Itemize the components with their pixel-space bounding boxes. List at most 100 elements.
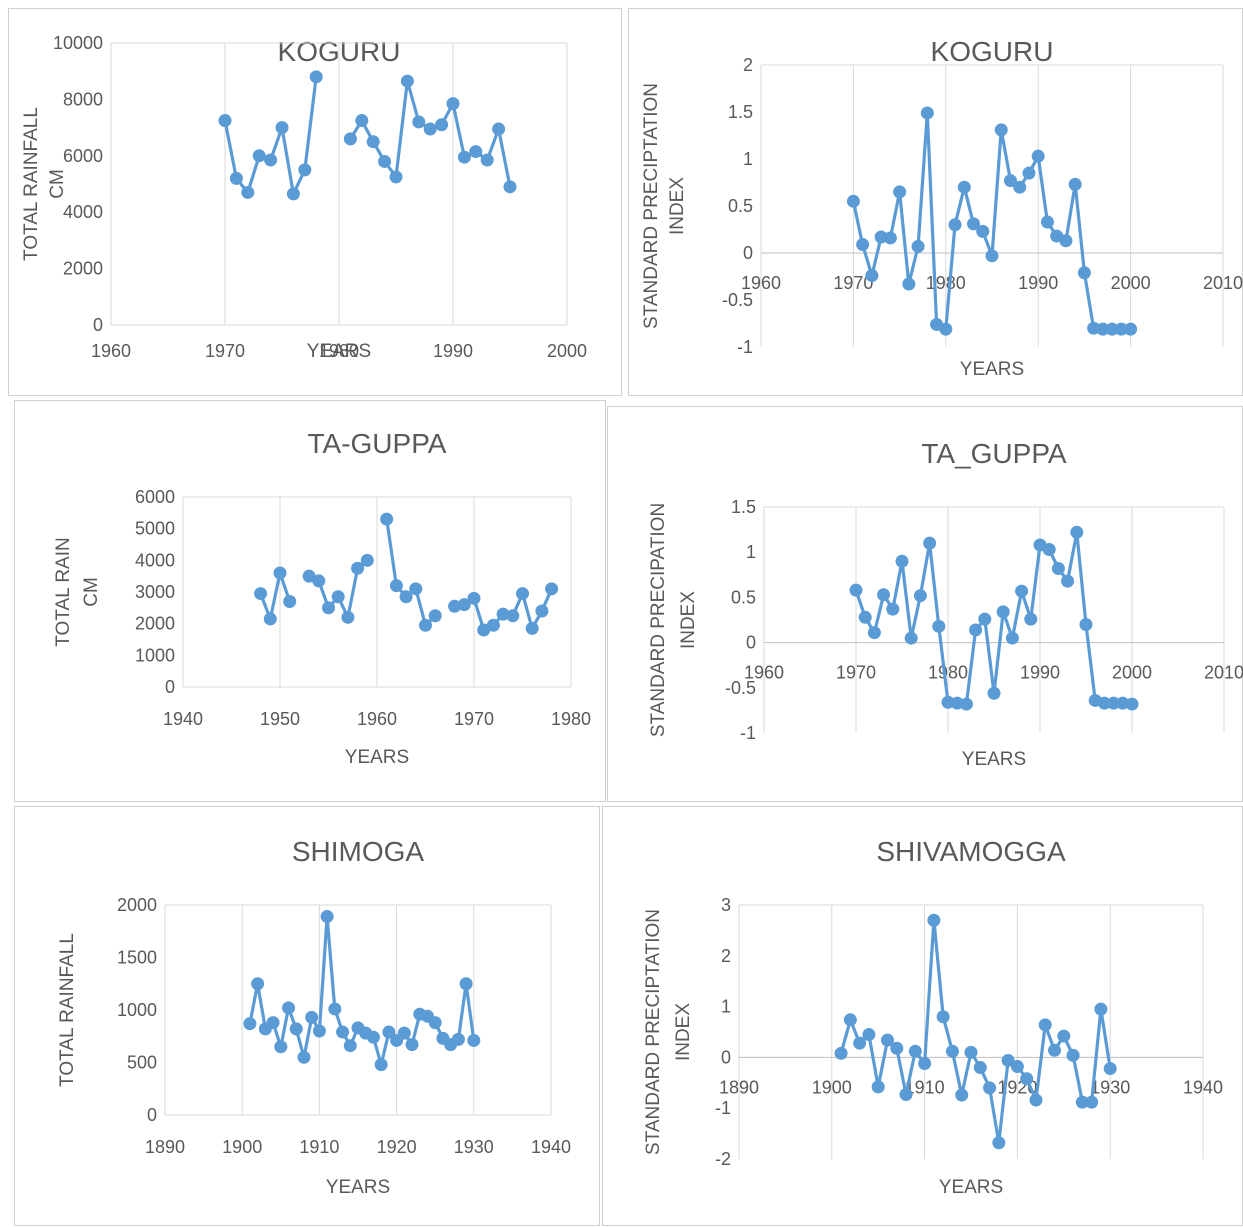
data-point	[409, 582, 423, 596]
data-point	[983, 1081, 997, 1095]
data-point	[1075, 1095, 1089, 1109]
data-point	[506, 609, 520, 623]
y-tick-label: 4000	[63, 202, 103, 222]
data-point	[1001, 1053, 1015, 1067]
x-tick-label: 1900	[812, 1077, 852, 1097]
data-point	[846, 194, 860, 208]
data-point	[243, 1017, 257, 1031]
data-point	[932, 619, 946, 633]
data-point	[545, 582, 559, 596]
data-point	[1097, 696, 1111, 710]
x-tick-label: 1940	[1183, 1077, 1223, 1097]
x-tick-label: 1940	[531, 1137, 571, 1157]
data-point	[886, 602, 900, 616]
data-point	[843, 1013, 857, 1027]
data-point	[389, 170, 403, 184]
data-point	[959, 697, 973, 711]
data-point	[516, 587, 529, 601]
data-point	[459, 977, 473, 991]
chart-title: KOGURU	[931, 36, 1054, 67]
data-point	[428, 609, 442, 623]
data-point	[918, 1056, 932, 1070]
y-axis-title: CM	[47, 169, 68, 199]
data-point	[865, 269, 879, 283]
data-point	[397, 1026, 411, 1040]
chart-shimoga-rainfall-svg: SHIMOGA 0 500 1000 1500 2000 1890 1900 1910 1920 1…	[57, 836, 571, 1198]
data-point	[389, 579, 403, 593]
y-tick-label: 8000	[63, 89, 103, 109]
data-point	[1068, 177, 1082, 191]
chart-title: TA_GUPPA	[921, 438, 1067, 469]
data-point	[880, 1033, 894, 1047]
data-point	[1040, 215, 1054, 229]
data-point	[871, 1080, 885, 1094]
y-tick-label: 6000	[135, 487, 175, 507]
y-axis-title: INDEX	[678, 591, 699, 649]
y-tick-label: 6000	[63, 146, 103, 166]
data-point	[275, 121, 289, 135]
y-tick-label: 2000	[63, 259, 103, 279]
chart-title: TA-GUPPA	[308, 428, 447, 459]
x-tick-label: 1980	[926, 273, 966, 293]
data-point	[343, 1039, 357, 1053]
data-point	[849, 583, 863, 597]
y-tick-label: 2	[743, 55, 753, 75]
data-point	[955, 1088, 969, 1102]
x-tick-label: 1960	[91, 341, 131, 361]
chart-koguru-spi-svg: KOGURU -1 -0.5 0 0.5 1 1.5 2 1960 1970 1980 1990 200…	[641, 36, 1243, 380]
data-point	[1114, 322, 1128, 336]
x-tick-label: 1910	[299, 1137, 339, 1157]
data-point	[446, 97, 460, 111]
series-line	[851, 111, 1131, 331]
data-point	[1105, 322, 1119, 336]
data-point	[492, 122, 506, 136]
y-tick-label: 2000	[117, 895, 157, 915]
data-point	[282, 1001, 296, 1015]
x-axis-title: YEARS	[345, 747, 409, 768]
y-tick-label: 0	[165, 677, 175, 697]
data-point	[923, 536, 937, 550]
y-axis-title: STANDARD PRECIPTATION	[641, 83, 662, 329]
data-point	[1059, 234, 1073, 248]
y-tick-label: 1.5	[731, 497, 756, 517]
data-point	[904, 631, 918, 645]
data-point	[336, 1025, 350, 1039]
data-point	[964, 1045, 978, 1059]
x-axis-title: YEARS	[960, 359, 1024, 380]
x-tick-label: 1960	[744, 663, 784, 683]
data-point	[883, 231, 897, 245]
y-tick-label: 0	[93, 315, 103, 335]
series-line	[839, 918, 1112, 1145]
data-point	[895, 554, 909, 568]
data-point	[229, 171, 243, 185]
data-point	[1057, 1029, 1071, 1043]
data-point	[973, 1061, 987, 1075]
data-point	[976, 224, 990, 238]
chart-title: SHIVAMOGGA	[876, 836, 1066, 867]
y-tick-label: 0	[743, 243, 753, 263]
data-point	[1010, 1060, 1024, 1074]
data-point	[419, 618, 432, 632]
data-point	[948, 218, 962, 232]
x-tick-label: 1970	[836, 663, 876, 683]
data-point	[1096, 322, 1110, 336]
data-point	[1015, 584, 1029, 598]
y-tick-label: 10000	[53, 33, 103, 53]
data-point	[890, 1041, 904, 1055]
data-point	[1077, 266, 1091, 280]
y-tick-label: 0.5	[731, 587, 756, 607]
data-point	[341, 610, 355, 624]
data-point	[1029, 1093, 1043, 1107]
data-point	[911, 239, 925, 253]
data-point	[457, 150, 471, 164]
data-point	[1085, 1095, 1099, 1109]
x-tick-label: 2010	[1203, 273, 1243, 293]
y-tick-label: -1	[715, 1098, 731, 1118]
y-axis-title: TOTAL RAIN	[53, 537, 74, 646]
y-tick-label: 0	[147, 1105, 157, 1125]
data-point	[920, 106, 934, 120]
data-point	[328, 1002, 342, 1016]
data-point	[289, 1022, 303, 1036]
data-point	[945, 1044, 959, 1058]
